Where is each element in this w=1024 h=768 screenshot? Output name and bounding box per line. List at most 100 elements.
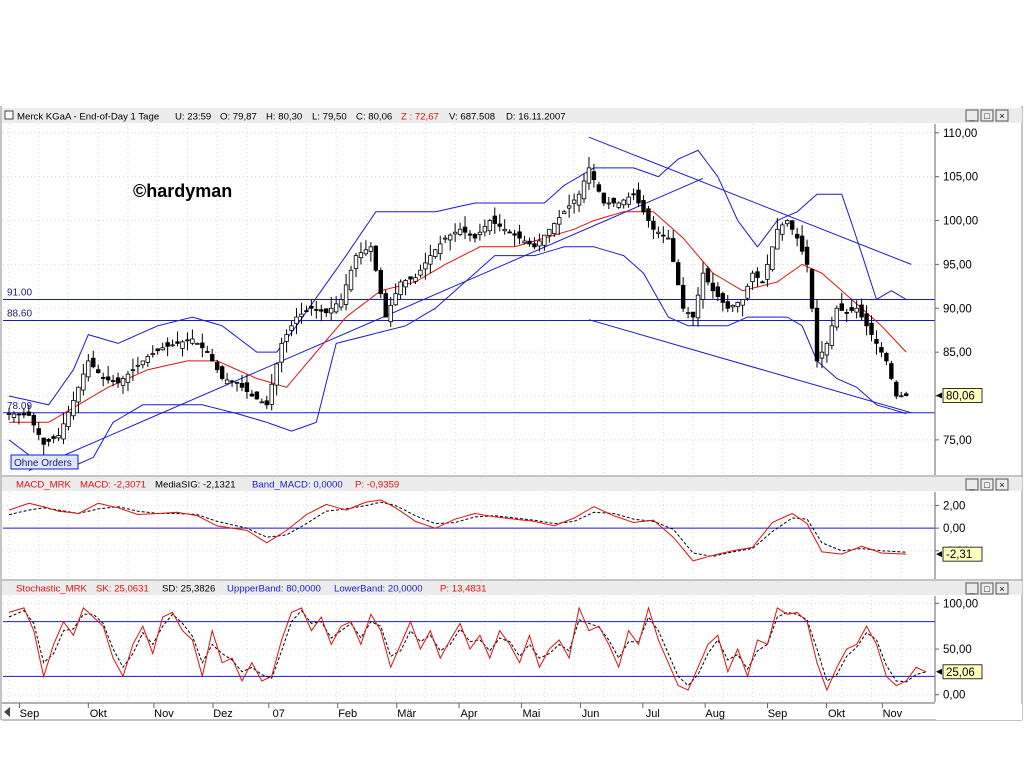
macd-minimize-icon: _ (968, 480, 975, 490)
price-header-close: C: 80,06 (356, 112, 392, 123)
macd-header-signal: MediaSIG: -2,1321 (155, 480, 236, 491)
candle-body (66, 411, 71, 428)
candle-body (710, 282, 716, 292)
candle-body (259, 401, 265, 404)
candle-body (482, 225, 488, 233)
candle-body (636, 189, 641, 204)
close-button[interactable] (995, 109, 1009, 122)
candle-body (730, 304, 735, 308)
candle-body (175, 341, 180, 344)
candle-body (904, 393, 909, 396)
price-y-axis: 110,00105,00100,0095,0090,0085,0080,0075… (934, 124, 983, 475)
candle-body (452, 231, 458, 235)
candle-body (462, 226, 468, 233)
macd-close-button[interactable] (995, 478, 1009, 491)
candle-body (502, 228, 507, 232)
price-header-open: O: 79,87 (220, 112, 257, 123)
x-axis-label-Jul: Jul (646, 708, 660, 720)
candle-body (542, 234, 547, 246)
candle-body (809, 269, 815, 309)
stochastic-close-button[interactable] (995, 582, 1009, 595)
candle-body (720, 293, 726, 303)
candle-body (353, 255, 359, 269)
candle-body (358, 252, 364, 259)
x-axis-label-Dez: Dez (213, 708, 233, 720)
candle-body (319, 309, 324, 312)
x-axis-label-Mai: Mai (523, 708, 541, 720)
candle-body (790, 220, 795, 230)
macd-line (8, 499, 907, 562)
candle-body (6, 413, 12, 415)
candle-body (641, 200, 646, 213)
price-header-text: Merck KGaA - End-of-Day 1 Tage U: 23:59 … (17, 112, 566, 123)
x-axis-label-Nov: Nov (883, 708, 903, 720)
candle-body (581, 180, 587, 200)
candle-body (249, 393, 255, 397)
maximize-button[interactable] (980, 109, 994, 122)
candle-body (304, 310, 309, 313)
x-axis-label-Nov: Nov (154, 708, 174, 720)
stochastic-value-label-box (942, 664, 983, 680)
scroll-left-icon[interactable] (4, 707, 10, 717)
candle-body (715, 286, 721, 297)
candle-body (205, 351, 210, 353)
macd-lines (3, 499, 935, 562)
candle-body (403, 280, 408, 288)
stochastic-minimize-button[interactable] (965, 582, 979, 595)
candle-body (621, 199, 626, 206)
candle-body (571, 199, 577, 204)
candle-body (705, 268, 711, 283)
macd-value-label: -2,31 (946, 549, 972, 561)
candle-body (557, 217, 562, 225)
stochastic-axis-tick-label: 100,00 (943, 598, 978, 610)
price-panel-square-icon[interactable] (4, 110, 14, 120)
macd-header-text: MACD_MRK MACD: -2,3071 MediaSIG: -2,1321… (16, 480, 399, 491)
bollinger-lower-line (8, 246, 907, 467)
macd-axis-tick-label: 0,00 (943, 523, 965, 535)
stochastic-maximize-button[interactable] (980, 582, 994, 595)
candle-body (472, 234, 478, 239)
candle-body (596, 184, 602, 192)
candle-body (799, 235, 805, 252)
candle-body (537, 240, 542, 247)
candle-body (135, 364, 141, 367)
candle-body (477, 231, 483, 236)
candle-body (274, 363, 279, 386)
stochastic-maximize-icon: □ (984, 584, 990, 594)
order-status-box[interactable] (10, 454, 79, 470)
candle-body (423, 262, 428, 270)
macd-maximize-button[interactable] (980, 478, 994, 491)
candle-body (690, 311, 696, 318)
stochastic-header-text: Stochastic_MRK SK: 25,0631 SD: 25,3826 U… (16, 584, 486, 595)
candle-body (200, 342, 205, 349)
candle-body (11, 413, 17, 419)
candle-body (447, 234, 453, 241)
macd-panel: MACD_MRK MACD: -2,3071 MediaSIG: -2,1321… (2, 475, 1022, 579)
candle-body (284, 334, 289, 342)
macd-minimize-button[interactable] (965, 478, 979, 491)
candle-body (338, 299, 344, 308)
price-axis-tick-label: 75,00 (943, 435, 972, 447)
bollinger-bands (8, 149, 907, 467)
candle-body (91, 357, 96, 368)
candle-body (155, 348, 160, 352)
candle-body (661, 234, 666, 237)
stochastic-header-name: Stochastic_MRK (16, 584, 88, 595)
minimize-button[interactable] (965, 109, 979, 122)
stochastic-grid (3, 596, 935, 702)
price-header-date: D: 16.11.2007 (506, 112, 566, 123)
trendline-0 (28, 177, 704, 472)
candle-body (333, 303, 339, 313)
candle-body (899, 395, 904, 398)
x-axis-label-Aug: Aug (705, 708, 725, 720)
price-axis-tick-label: 85,00 (943, 347, 972, 359)
candle-body (839, 303, 844, 311)
stochastic-panel: Stochastic_MRK SK: 25,0631 SD: 25,3826 U… (2, 579, 1022, 702)
candle-body (671, 238, 676, 262)
candle-body (775, 228, 780, 250)
candle-body (190, 338, 195, 344)
x-axis: Sep Okt Nov Dez 07 Feb Mär Apr Mai Jun Jul Aug Sep Ok… (2, 702, 1022, 721)
candle-body (794, 233, 800, 239)
macd-header-name: MACD_MRK (16, 480, 72, 491)
candle-body (110, 380, 116, 382)
